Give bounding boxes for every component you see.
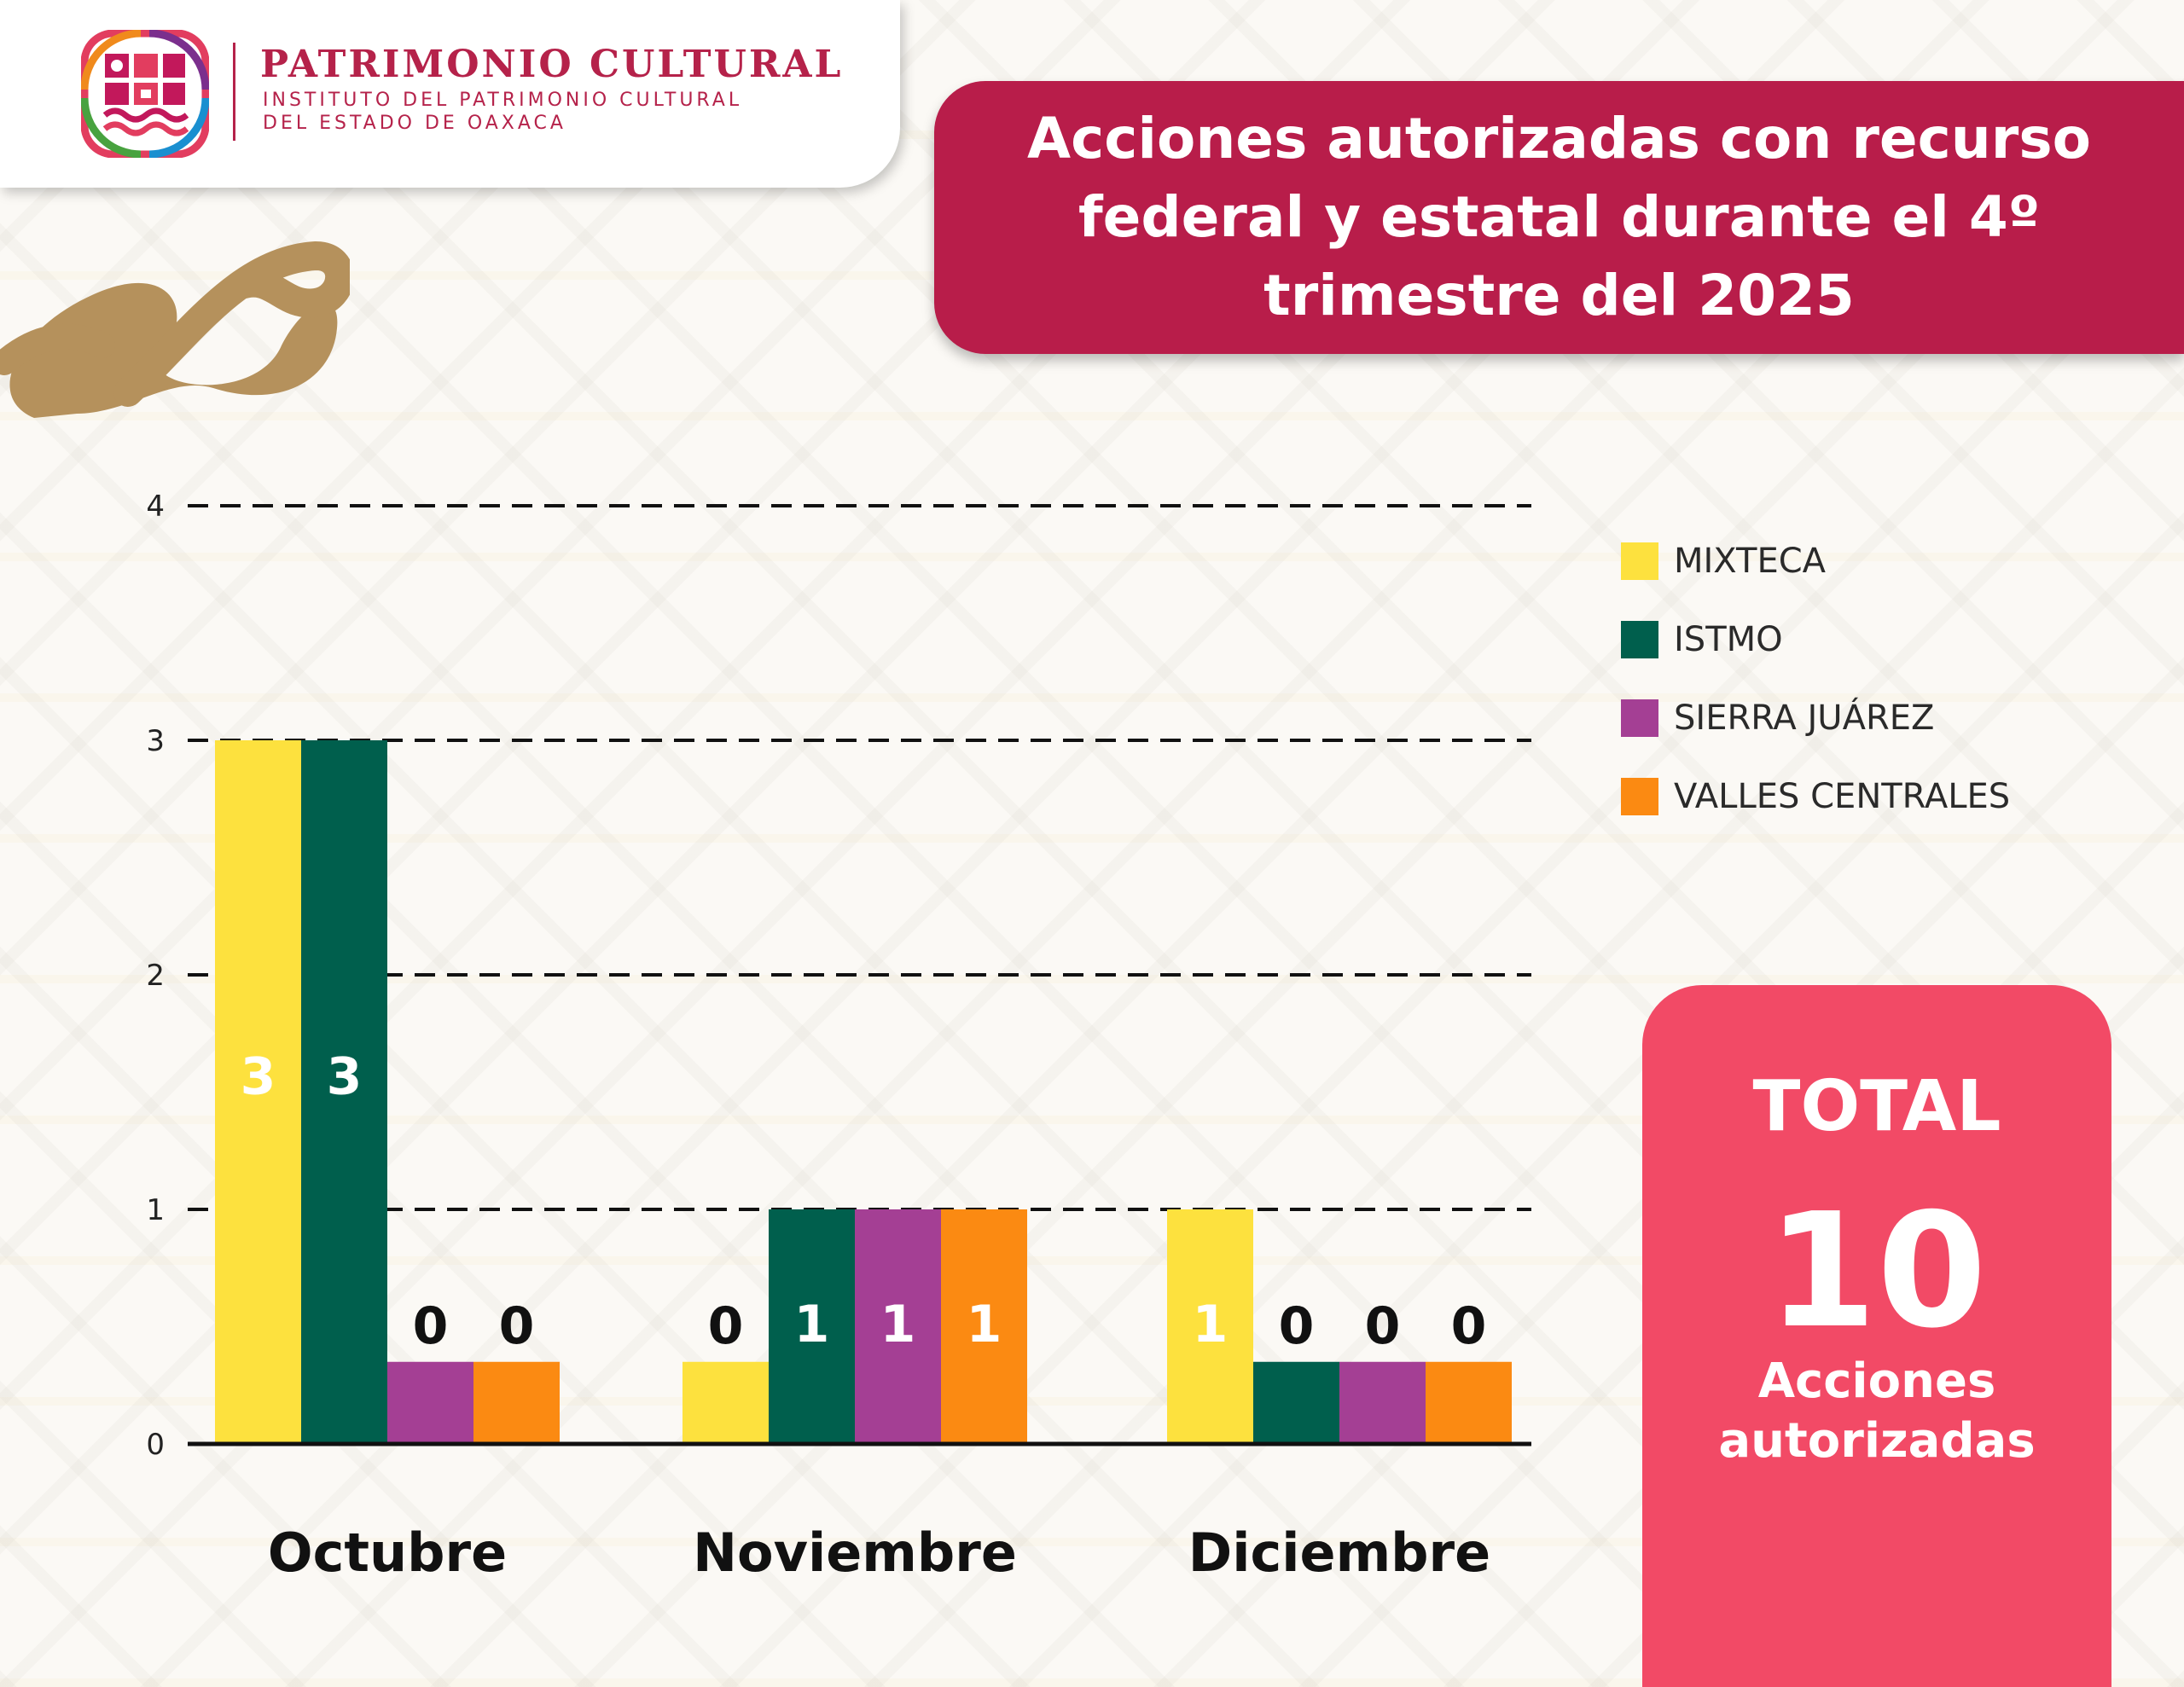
total-label: TOTAL (1752, 1066, 2001, 1147)
institute-logo-icon (81, 30, 209, 158)
org-subtitle-line1: INSTITUTO DEL PATRIMONIO CULTURAL (263, 90, 743, 111)
total-caption: Acciones autorizadas (1718, 1354, 2036, 1469)
bar (215, 740, 301, 1444)
legend-swatch (1621, 542, 1658, 580)
bar (1167, 1209, 1253, 1444)
bar-value-label: 3 (327, 1047, 363, 1107)
legend-label: ISTMO (1674, 620, 1783, 659)
logo-card: PATRIMONIO CULTURAL INSTITUTO DEL PATRIM… (0, 0, 900, 188)
legend-label: SIERRA JUÁREZ (1674, 699, 1935, 738)
total-value: 10 (1767, 1179, 1987, 1363)
bar-value-label: 0 (413, 1296, 449, 1356)
decorative-swirl-icon (0, 241, 350, 418)
x-category-label: Octubre (268, 1522, 507, 1584)
bar (1426, 1361, 1512, 1444)
y-tick-label: 0 (146, 1428, 165, 1462)
bar (682, 1361, 769, 1444)
bar (855, 1209, 941, 1444)
title-banner: Acciones autorizadas con recurso federal… (934, 81, 2184, 354)
bar-value-label: 1 (967, 1295, 1002, 1354)
chart-title: Acciones autorizadas con recurso federal… (1027, 106, 2091, 328)
bar-value-label: 0 (1451, 1296, 1487, 1356)
legend-swatch (1621, 699, 1658, 737)
bar-value-label: 1 (1193, 1295, 1228, 1354)
bar (387, 1361, 473, 1444)
legend-swatch (1621, 778, 1658, 815)
logo-divider (233, 43, 235, 141)
bar (769, 1209, 855, 1444)
x-category-label: Diciembre (1188, 1522, 1490, 1584)
bar (1339, 1361, 1426, 1444)
y-tick-label: 2 (146, 959, 165, 993)
bar-value-label: 0 (1365, 1296, 1401, 1356)
legend-label: MIXTECA (1674, 542, 1827, 581)
bar (941, 1209, 1027, 1444)
bar-value-label: 0 (499, 1296, 535, 1356)
bar-value-label: 0 (1279, 1296, 1315, 1356)
y-tick-label: 4 (146, 490, 165, 524)
bar-value-label: 1 (794, 1295, 830, 1354)
bar-value-label: 1 (880, 1295, 916, 1354)
bar-value-label: 3 (241, 1047, 276, 1107)
bar-value-label: 0 (708, 1296, 744, 1356)
org-subtitle-line2: DEL ESTADO DE OAXACA (263, 113, 566, 134)
bar (473, 1361, 560, 1444)
legend-label: VALLES CENTRALES (1674, 777, 2011, 816)
legend-swatch (1621, 621, 1658, 658)
y-tick-label: 3 (146, 724, 165, 758)
total-card: TOTAL 10 Acciones autorizadas (1642, 985, 2111, 1687)
y-tick-label: 1 (146, 1193, 165, 1227)
bar (301, 740, 387, 1444)
x-category-label: Noviembre (693, 1522, 1017, 1584)
org-title: PATRIMONIO CULTURAL (260, 43, 844, 86)
bar (1253, 1361, 1339, 1444)
